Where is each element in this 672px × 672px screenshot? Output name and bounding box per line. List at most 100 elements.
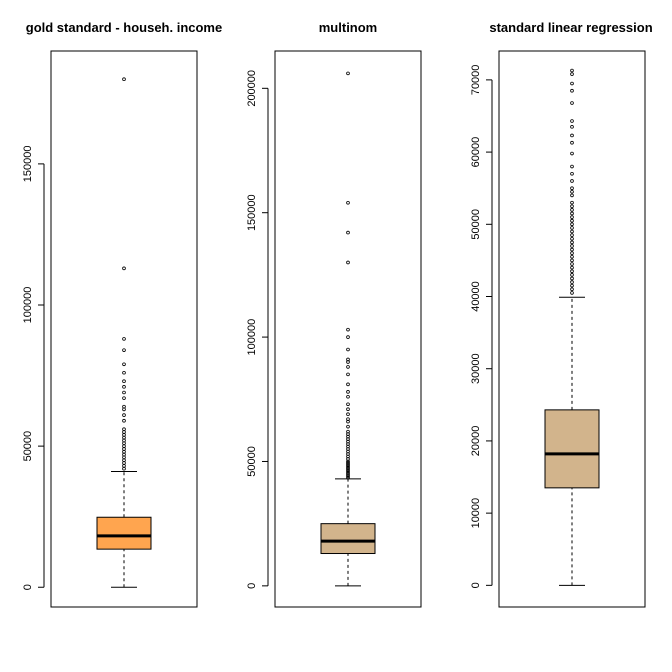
outlier-point — [346, 327, 350, 332]
y-tick-label: 60000 — [470, 137, 482, 168]
outlier-point — [122, 458, 126, 463]
outlier-point — [570, 171, 574, 176]
outlier-point — [122, 379, 126, 384]
outlier-point — [570, 81, 574, 86]
y-tick-label: 50000 — [22, 431, 34, 462]
y-tick-label: 0 — [470, 582, 482, 588]
outlier-point — [570, 244, 574, 248]
outlier-point — [570, 222, 574, 227]
y-axis-linear-regression: 0 10000 20000 30000 40000 50000 60000 70000 — [470, 65, 493, 588]
panel-linear-regression: standard linear regression 0 10000 20000 30… — [470, 20, 653, 608]
y-tick-label: 10000 — [470, 498, 482, 529]
y-tick-label: 70000 — [470, 65, 482, 96]
y-tick-label: 0 — [22, 584, 34, 590]
outlier-point — [122, 430, 126, 434]
panel-title-multinom: multinom — [319, 20, 378, 35]
outlier-point — [570, 265, 574, 270]
iqr-box — [96, 516, 152, 550]
outlier-point — [570, 287, 574, 292]
panel-title-linear-regression: standard linear regression — [489, 20, 652, 35]
y-tick-label: 0 — [246, 583, 258, 589]
outlier-point — [570, 269, 574, 274]
outlier-point — [122, 466, 126, 471]
outlier-point — [346, 372, 350, 377]
outlier-point — [122, 435, 126, 440]
outlier-point — [346, 230, 350, 235]
outlier-point — [570, 193, 574, 198]
panel-gold-standard: gold standard - househ. income 0 50000 100… — [22, 20, 222, 608]
outlier-point — [346, 474, 350, 479]
plot-frame — [498, 50, 646, 608]
y-tick-label: 30000 — [470, 353, 482, 384]
y-tick-label: 100000 — [246, 319, 258, 356]
outlier-point — [570, 273, 574, 277]
outlier-point — [570, 240, 574, 245]
outlier-point — [570, 200, 574, 205]
boxplot-marks-multinom — [320, 71, 376, 587]
iqr-box — [320, 523, 376, 555]
outlier-point — [346, 335, 350, 339]
outlier-point — [122, 362, 126, 367]
outlier-point — [570, 179, 574, 183]
outlier-point — [122, 447, 126, 451]
outlier-point — [570, 291, 574, 295]
outlier-point — [122, 444, 126, 448]
outlier-point — [570, 229, 574, 234]
outlier-point — [570, 226, 574, 230]
outlier-point — [346, 200, 350, 205]
outlier-point — [570, 190, 574, 194]
outlier-point — [122, 464, 126, 468]
outlier-point — [570, 218, 574, 223]
y-tick-label: 200000 — [246, 70, 258, 107]
y-axis-gold-standard: 0 50000 100000 150000 — [22, 146, 45, 590]
outlier-point — [570, 140, 574, 145]
outlier-point — [122, 418, 126, 423]
outlier-point — [570, 125, 574, 129]
outlier-point — [570, 119, 574, 123]
outlier-point — [570, 254, 574, 259]
outlier-point — [570, 151, 574, 156]
outlier-point — [570, 280, 574, 284]
outlier-point — [346, 71, 350, 76]
outlier-point — [570, 247, 574, 252]
outlier-point — [122, 390, 126, 395]
outlier-point — [570, 262, 574, 266]
outlier-point — [122, 77, 126, 82]
outlier-point — [346, 407, 350, 412]
y-tick-label: 150000 — [246, 194, 258, 231]
outlier-point — [122, 337, 126, 341]
outlier-point — [570, 88, 574, 93]
outlier-point — [346, 402, 350, 407]
outlier-point — [346, 424, 350, 429]
outlier-point — [346, 347, 350, 352]
outlier-point — [122, 407, 126, 412]
outlier-point — [570, 68, 574, 73]
outlier-point — [346, 360, 350, 364]
outlier-point — [570, 101, 574, 105]
boxplot-marks-gold-standard — [96, 77, 152, 588]
outlier-point — [122, 413, 126, 417]
y-axis-multinom: 0 50000 100000 150000 200000 — [246, 70, 269, 589]
outlier-point — [122, 404, 126, 409]
outlier-point — [122, 438, 126, 443]
y-tick-label: 100000 — [22, 287, 34, 324]
outlier-point — [122, 348, 126, 352]
y-tick-label: 20000 — [470, 426, 482, 457]
outlier-point — [570, 186, 574, 190]
outlier-point — [122, 433, 126, 437]
outlier-point — [570, 233, 574, 237]
outlier-point — [122, 266, 126, 271]
outlier-point — [122, 455, 126, 460]
plot-frame — [274, 50, 422, 608]
plot-frame — [50, 50, 198, 608]
outlier-point — [122, 370, 126, 375]
outlier-point — [570, 164, 574, 169]
outlier-point — [122, 461, 126, 465]
panel-title-gold-standard: gold standard - househ. income — [26, 20, 222, 35]
outlier-point — [570, 208, 574, 212]
outlier-point — [122, 385, 126, 389]
y-tick-label: 150000 — [22, 146, 34, 183]
outlier-point — [122, 396, 126, 400]
outlier-point — [570, 251, 574, 255]
